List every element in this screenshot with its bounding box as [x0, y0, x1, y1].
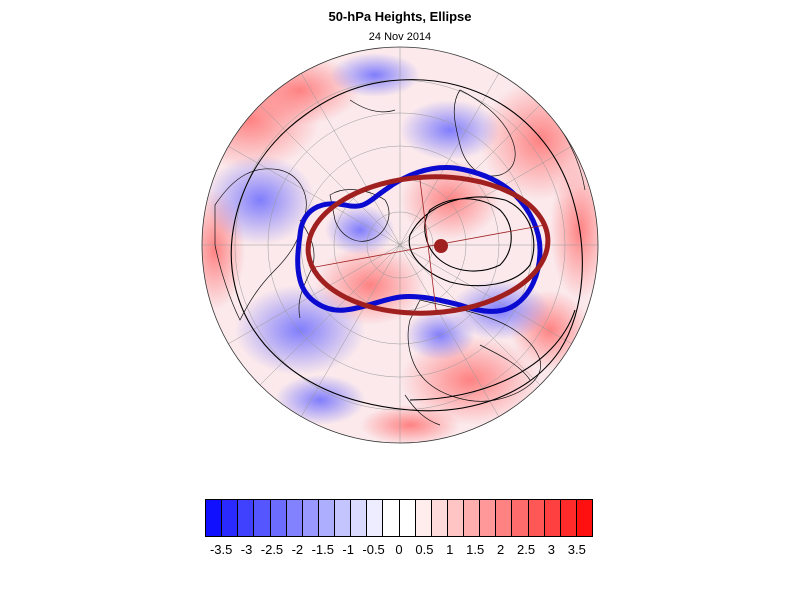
- colorbar-label: 0.5: [415, 542, 434, 557]
- colorbar-cell: [431, 500, 448, 536]
- colorbar-cell: [318, 500, 335, 536]
- colorbar-cell: [238, 500, 255, 536]
- colorbar-cell: [383, 500, 400, 536]
- colorbar-cell: [270, 500, 287, 536]
- colorbar-cell: [560, 500, 577, 536]
- coastlines: [214, 89, 586, 426]
- ellipse-center: [434, 239, 448, 253]
- colorbar: [205, 499, 593, 537]
- colorbar-cell: [302, 500, 319, 536]
- colorbar-label: 2: [496, 542, 505, 557]
- colorbar-cell: [464, 500, 481, 536]
- colorbar-cell: [206, 500, 223, 536]
- colorbar-label: 3: [547, 542, 556, 557]
- colorbar-cell: [447, 500, 464, 536]
- colorbar-labels: -3.5 -3 -2.5 -2 -1.5 -1 -0.5 0 0.5 1 1.5 2 2.5 3 3.5: [0, 542, 800, 562]
- globe-outline: [201, 46, 599, 444]
- colorbar-label: -1.5: [311, 542, 334, 557]
- colorbar-cell: [512, 500, 529, 536]
- colorbar-cell: [286, 500, 303, 536]
- colorbar-label: 1: [446, 542, 454, 557]
- colorbar-label: 2.5: [516, 542, 536, 557]
- vortex-edge: [295, 164, 543, 314]
- colorbar-cell: [335, 500, 352, 536]
- graticule: [202, 47, 598, 443]
- map-title: 50-hPa Heights, Ellipse: [328, 9, 472, 24]
- colorbar-cell: [496, 500, 513, 536]
- map-date: 24 Nov 2014: [368, 31, 432, 43]
- colorbar-label: -2.5: [260, 542, 284, 557]
- colorbar-label: -3: [240, 542, 253, 557]
- colorbar-label: 1.5: [466, 542, 485, 557]
- height-contours: [230, 79, 583, 412]
- colorbar-cell: [222, 500, 239, 536]
- colorbar-cell: [576, 500, 592, 536]
- colorbar-cell: [415, 500, 432, 536]
- colorbar-label: 0: [395, 542, 403, 557]
- colorbar-label: -0.5: [362, 542, 385, 557]
- colorbar-label: -1: [342, 542, 354, 557]
- colorbar-cell: [351, 500, 368, 536]
- ellipse-minor-axis: [419, 179, 437, 311]
- ellipse-major-axis: [309, 224, 546, 269]
- colorbar-cell: [399, 500, 416, 536]
- fitted-ellipse: [305, 174, 551, 316]
- colorbar-label: -3.5: [209, 542, 233, 557]
- anomaly-field: [202, 47, 598, 443]
- colorbar-label: -2: [291, 542, 304, 557]
- colorbar-label: 3.5: [567, 542, 586, 557]
- colorbar-cell: [544, 500, 561, 536]
- colorbar-cell: [528, 500, 545, 536]
- colorbar-cell: [254, 500, 271, 536]
- colorbar-cell: [480, 500, 497, 536]
- colorbar-cell: [367, 500, 384, 536]
